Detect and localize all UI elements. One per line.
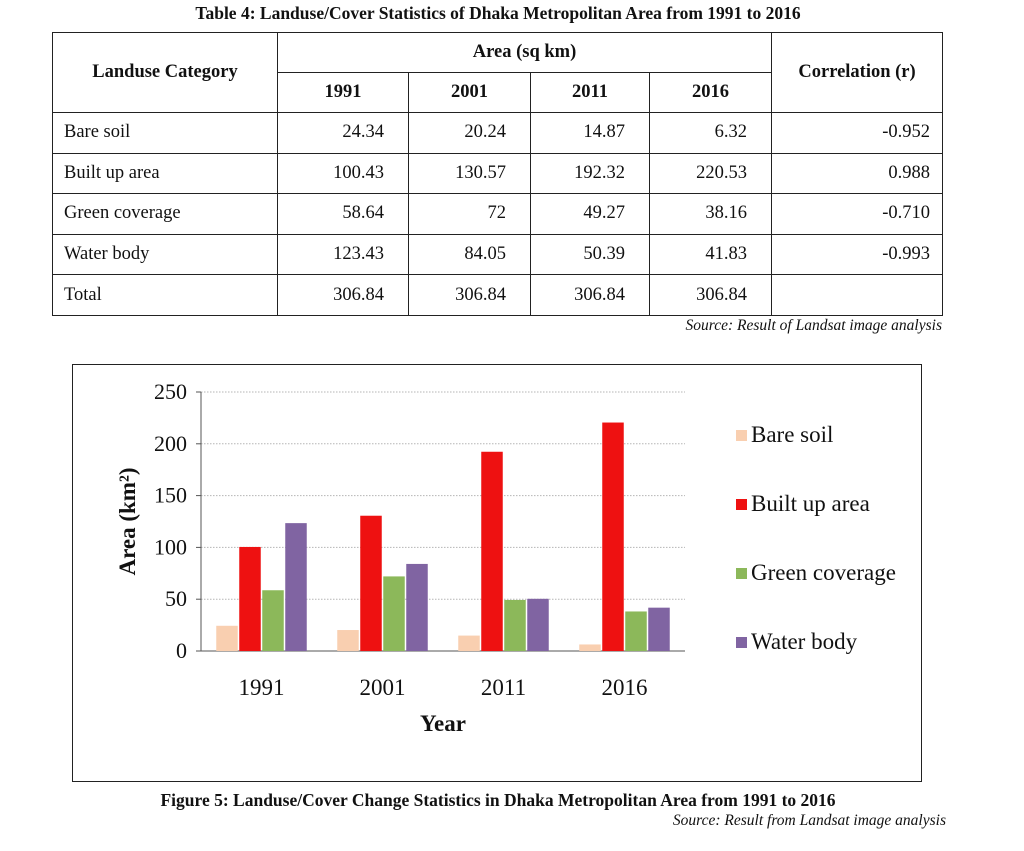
row-value: 123.43 [277, 233, 409, 276]
x-tick-label: 2011 [481, 675, 526, 700]
row-value: 220.53 [648, 152, 773, 195]
row-value: 84.05 [408, 233, 531, 276]
bar [458, 635, 480, 651]
legend-swatch [736, 430, 747, 441]
landuse-stats-table: Landuse Category Area (sq km) Correlatio… [52, 32, 944, 316]
bar [648, 607, 670, 651]
row-value: 38.16 [648, 193, 773, 235]
row-correlation [771, 274, 944, 316]
y-tick-label: 50 [165, 586, 187, 611]
bar [504, 599, 526, 651]
table-title: Table 4: Landuse/Cover Statistics of Dha… [195, 3, 801, 23]
row-value: 306.84 [530, 274, 650, 316]
y-tick-label: 150 [154, 483, 187, 508]
legend-swatch [736, 499, 747, 510]
bar [602, 422, 624, 651]
bar [262, 590, 284, 651]
bar [383, 576, 405, 651]
table-row: Built up area 100.43 130.57 192.32 220.5… [52, 152, 944, 195]
bar [239, 546, 261, 651]
row-value: 14.87 [530, 112, 650, 154]
row-value: 130.57 [408, 152, 531, 195]
row-value: 6.32 [648, 112, 773, 154]
row-correlation: -0.710 [771, 193, 944, 235]
row-value: 192.32 [530, 152, 650, 195]
header-landuse-category: Landuse Category [52, 32, 278, 113]
row-category: Bare soil [52, 112, 278, 154]
row-correlation: 0.988 [771, 152, 944, 195]
table-source-note: Source: Result of Landsat image analysis [685, 317, 942, 334]
table-row: Bare soil 24.34 20.24 14.87 6.32 -0.952 [52, 112, 944, 154]
x-tick-label: 2001 [360, 675, 406, 700]
row-value: 49.27 [530, 193, 650, 235]
header-year: 2011 [530, 72, 650, 113]
bar [527, 598, 549, 651]
y-tick-label: 0 [176, 638, 187, 663]
row-category: Total [52, 274, 278, 316]
bar [481, 451, 503, 651]
header-year: 2001 [408, 72, 531, 113]
bar [579, 644, 601, 651]
row-value: 58.64 [277, 193, 409, 235]
row-category: Built up area [52, 152, 278, 195]
row-value: 20.24 [408, 112, 531, 154]
row-value: 50.39 [530, 233, 650, 276]
legend-swatch [736, 637, 747, 648]
row-category: Green coverage [52, 193, 278, 235]
table-row: Water body 123.43 84.05 50.39 41.83 -0.9… [52, 233, 944, 276]
legend-swatch [736, 568, 747, 579]
table-row-total: Total 306.84 306.84 306.84 306.84 [52, 274, 944, 316]
row-value: 24.34 [277, 112, 409, 154]
figure-caption: Figure 5: Landuse/Cover Change Statistic… [160, 790, 836, 810]
row-value: 306.84 [648, 274, 773, 316]
legend-label: Bare soil [751, 422, 833, 447]
y-tick-label: 200 [154, 431, 187, 456]
row-correlation: -0.993 [771, 233, 944, 276]
y-axis-title: Area (km²) [115, 467, 140, 575]
header-area: Area (sq km) [276, 32, 773, 73]
legend-label: Green coverage [751, 560, 896, 585]
header-year: 2016 [648, 72, 773, 113]
bar [285, 523, 307, 651]
bar-chart: 0 50 100 150 200 250 1991 2001 2011 2016 Year Area … [115, 379, 896, 736]
row-value: 100.43 [277, 152, 409, 195]
row-category: Water body [52, 233, 278, 276]
x-tick-label: 2016 [602, 675, 648, 700]
row-correlation: -0.952 [771, 112, 944, 154]
chart-frame: 0 50 100 150 200 250 1991 2001 2011 2016 Year Area … [72, 364, 922, 782]
bar [216, 625, 238, 651]
x-axis-title: Year [420, 711, 466, 736]
bar [625, 611, 647, 651]
y-tick-label: 250 [154, 379, 187, 404]
row-value: 306.84 [408, 274, 531, 316]
legend-label: Water body [751, 629, 858, 654]
bar [360, 515, 382, 651]
row-value: 306.84 [277, 274, 409, 316]
y-tick-label: 100 [154, 534, 187, 559]
figure-source-note: Source: Result from Landsat image analys… [672, 812, 946, 829]
table-row: Green coverage 58.64 72 49.27 38.16 -0.7… [52, 193, 944, 235]
header-correlation: Correlation (r) [771, 32, 944, 113]
row-value: 41.83 [648, 233, 773, 276]
header-year: 1991 [277, 72, 409, 113]
bar [337, 630, 359, 651]
x-tick-label: 1991 [239, 675, 285, 700]
bar [406, 563, 428, 651]
row-value: 72 [408, 193, 531, 235]
legend-label: Built up area [751, 491, 870, 516]
